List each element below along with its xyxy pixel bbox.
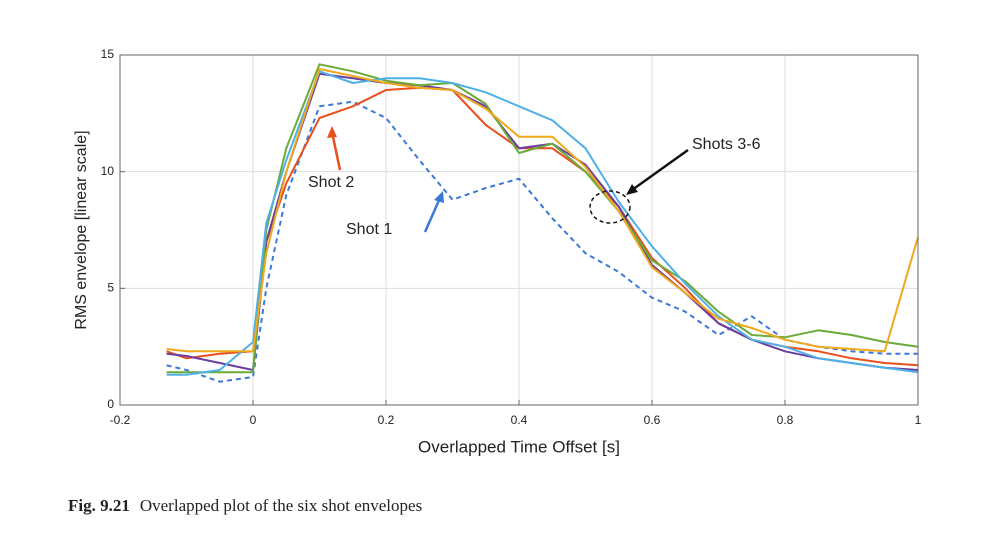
y-tick-label: 5 xyxy=(107,281,114,295)
y-tick-label: 15 xyxy=(101,47,115,61)
series-line xyxy=(166,72,919,371)
x-axis-label: Overlapped Time Offset [s] xyxy=(418,437,620,456)
annotation: Shot 1 xyxy=(346,221,392,238)
arrow xyxy=(423,197,442,233)
x-tick-label: 0.2 xyxy=(378,413,395,427)
annotation-arrows xyxy=(327,126,689,233)
x-tick-label: 1 xyxy=(915,413,922,427)
plot-frame xyxy=(119,54,919,406)
arrow xyxy=(631,148,689,192)
series-line xyxy=(166,70,919,376)
annotation: Shots 3-6 xyxy=(692,136,761,153)
y-tick-label: 10 xyxy=(101,164,115,178)
y-axis-label: RMS envelope [linear scale] xyxy=(73,130,90,329)
arrowhead xyxy=(626,184,638,195)
arrowhead xyxy=(327,126,337,138)
x-tick-label: 0 xyxy=(250,413,257,427)
x-tick-label: 0.8 xyxy=(777,413,794,427)
caption-label: Fig. 9.21 xyxy=(68,496,130,515)
x-tick-label: 0.4 xyxy=(511,413,528,427)
caption: Fig. 9.21 Overlapped plot of the six shot… xyxy=(68,496,422,515)
caption-text: Overlapped plot of the six shot envelope… xyxy=(140,496,422,515)
highlight-circle xyxy=(589,190,631,224)
series-line xyxy=(166,100,918,383)
arrowhead xyxy=(434,191,444,203)
series-line xyxy=(166,63,919,374)
x-tick-label: -0.2 xyxy=(110,413,131,427)
y-tick-label: 0 xyxy=(107,397,114,411)
series-line xyxy=(166,68,919,353)
arrow xyxy=(330,131,342,171)
annotation: Shot 2 xyxy=(308,174,354,191)
x-tick-label: 0.6 xyxy=(644,413,661,427)
series-line xyxy=(166,86,919,367)
